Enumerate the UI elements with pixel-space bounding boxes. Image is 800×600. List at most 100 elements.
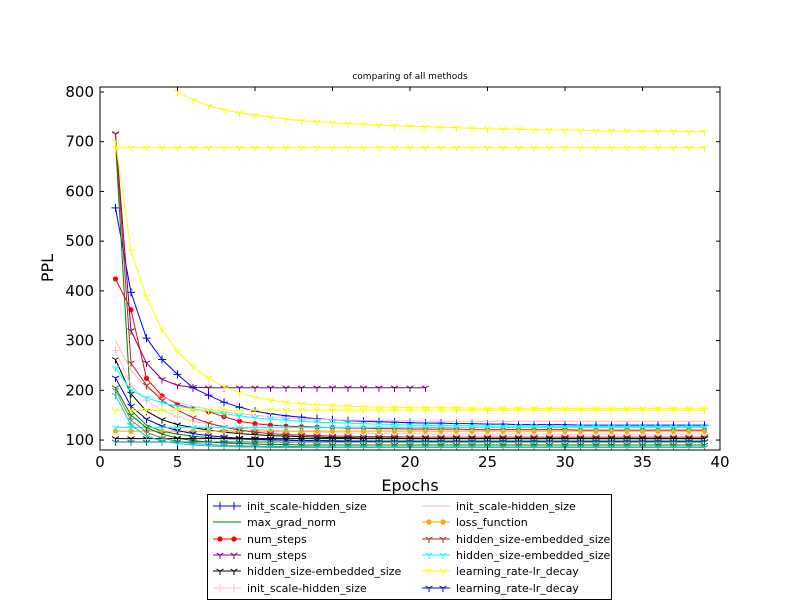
y-axis-label: PPL [38, 254, 57, 282]
x-tick-label: 30 [555, 453, 574, 471]
data-point [111, 392, 120, 400]
plot-area [111, 89, 709, 450]
data-point [514, 425, 523, 432]
data-point [359, 407, 368, 415]
x-tick-label: 35 [633, 453, 652, 471]
data-point [111, 203, 120, 212]
data-point [143, 375, 150, 381]
data-point [452, 407, 461, 415]
data-point [421, 425, 430, 432]
data-point [313, 439, 321, 447]
data-point [483, 126, 492, 133]
data-point [545, 439, 554, 447]
data-point [390, 407, 399, 415]
data-point [344, 403, 352, 411]
data-point [220, 145, 228, 152]
data-point [142, 395, 151, 402]
data-point [700, 407, 709, 415]
data-point [592, 425, 600, 432]
data-point [111, 139, 120, 146]
data-point [344, 420, 352, 428]
data-point [189, 384, 197, 392]
data-point [282, 432, 290, 439]
series-14 [111, 407, 709, 415]
data-point [344, 407, 352, 415]
data-point [499, 407, 507, 415]
legend-marker [425, 536, 433, 543]
data-point [654, 425, 662, 432]
data-point [235, 439, 244, 447]
data-point [127, 403, 135, 411]
data-point [623, 128, 631, 135]
data-point [235, 385, 244, 392]
data-point [235, 413, 244, 420]
data-point [251, 394, 259, 402]
data-point [375, 407, 383, 415]
legend-marker [216, 568, 224, 576]
legend-swatch [422, 536, 450, 543]
data-point [685, 439, 693, 447]
data-point [266, 416, 275, 424]
data-point [220, 411, 228, 418]
series-0 [111, 203, 709, 430]
data-point [452, 125, 461, 132]
data-point [282, 116, 290, 124]
data-point [127, 422, 135, 430]
data-point [576, 127, 585, 135]
data-point [328, 425, 337, 432]
data-point [561, 439, 569, 447]
x-tick-label: 40 [710, 453, 729, 471]
data-point [328, 145, 337, 152]
series-line [115, 141, 705, 442]
data-point [313, 145, 321, 152]
legend-swatch [213, 568, 241, 576]
data-point [204, 145, 213, 152]
x-tick-label: 15 [323, 453, 342, 471]
data-point [313, 407, 321, 415]
data-point [266, 407, 275, 415]
series-line [115, 207, 705, 426]
data-point [685, 407, 693, 415]
data-point [173, 89, 182, 96]
series-19 [111, 439, 709, 447]
legend-marker [230, 552, 238, 559]
legend-marker [425, 552, 433, 559]
data-point [607, 439, 616, 447]
data-point [483, 145, 492, 152]
data-point [576, 439, 585, 447]
data-point [685, 129, 693, 136]
data-point [266, 397, 275, 405]
data-point [328, 385, 337, 392]
data-point [266, 431, 275, 438]
legend-swatch [422, 519, 450, 525]
data-point [251, 112, 259, 120]
legend-swatch [422, 568, 450, 576]
legend-swatch [422, 585, 450, 592]
legend-label: init_scale-hidden_size [456, 500, 576, 513]
data-point [406, 123, 414, 131]
legend-marker [439, 585, 447, 592]
legend-marker [439, 552, 447, 559]
data-point [375, 122, 383, 130]
data-point [297, 418, 306, 426]
data-point [220, 407, 228, 415]
data-point [437, 439, 445, 447]
data-point [204, 375, 213, 383]
data-point [142, 433, 151, 441]
data-point [173, 407, 182, 415]
data-point [111, 365, 120, 372]
data-point [530, 145, 538, 152]
series-8 [111, 131, 709, 442]
data-point [545, 127, 554, 134]
data-point [251, 407, 259, 415]
data-point [514, 145, 523, 152]
series-line [115, 367, 705, 428]
data-point [437, 145, 445, 152]
data-point [514, 439, 523, 447]
legend-marker [439, 568, 447, 576]
x-axis: 0 5 10 15 20 25 30 35 40 [95, 87, 730, 471]
legend-marker [231, 535, 237, 542]
data-point [375, 439, 383, 447]
data-point [313, 419, 321, 427]
legend-label: learning_rate-lr_decay [456, 581, 579, 595]
